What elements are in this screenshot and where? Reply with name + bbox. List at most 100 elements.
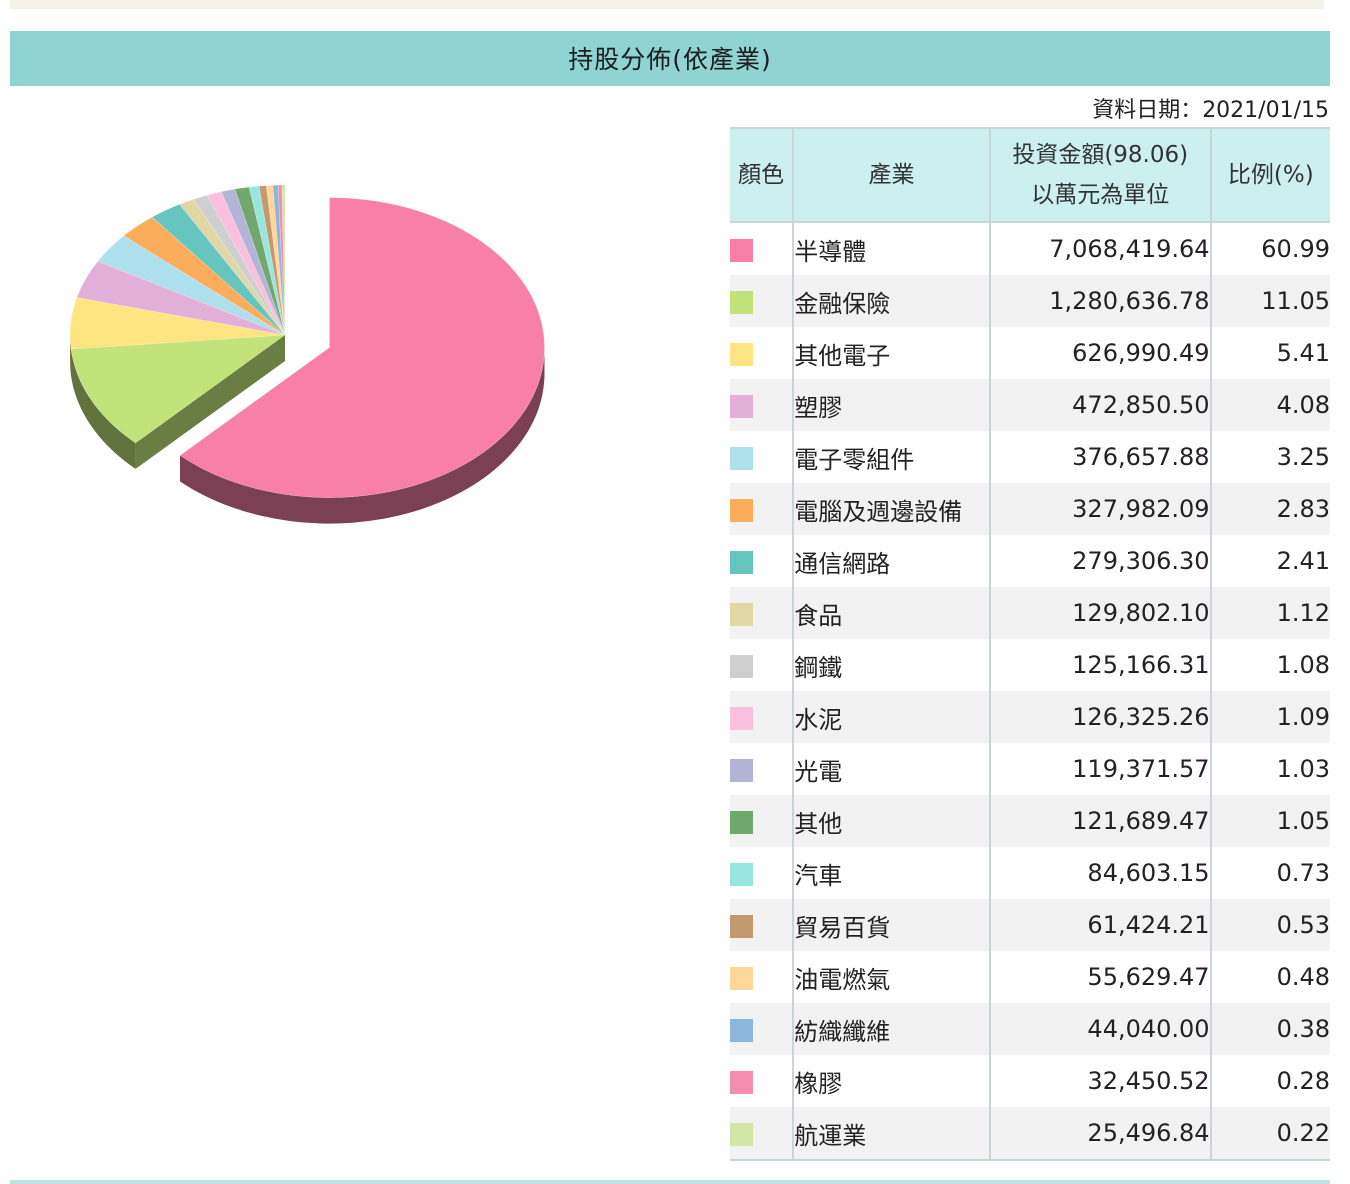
color-cell <box>730 795 794 847</box>
color-swatch <box>730 862 753 886</box>
color-swatch <box>730 290 753 314</box>
industry-name: 油電燃氣 <box>792 951 990 1003</box>
industry-name: 食品 <box>792 587 990 639</box>
table-row: 電腦及週邊設備 327,982.09 2.83 <box>730 483 1330 535</box>
percentage: 2.83 <box>1209 483 1330 535</box>
industry-name: 光電 <box>792 743 990 795</box>
industry-name: 其他電子 <box>792 327 990 379</box>
table-row: 航運業 25,496.84 0.22 <box>730 1107 1330 1161</box>
table-row: 通信網路 279,306.30 2.41 <box>730 535 1330 587</box>
table-row: 水泥 126,325.26 1.09 <box>730 691 1330 743</box>
header-amount-line2: 以萬元為單位 <box>1031 182 1170 208</box>
industry-name: 塑膠 <box>792 379 990 431</box>
industry-name: 橡膠 <box>792 1055 990 1107</box>
table-row: 鋼鐵 125,166.31 1.08 <box>730 639 1330 691</box>
pie-slice-塑膠 <box>76 260 286 336</box>
page-title: 持股分佈(依產業) <box>10 31 1330 86</box>
pie-slice-油電燃氣 <box>265 184 286 336</box>
pie-slice-side <box>70 349 136 469</box>
header-amount-line1: 投資金額(98.06) <box>1012 142 1189 168</box>
color-swatch <box>730 238 753 262</box>
color-swatch <box>730 810 753 834</box>
table-row: 光電 119,371.57 1.03 <box>730 743 1330 795</box>
percentage: 5.41 <box>1209 327 1330 379</box>
table-row: 其他 121,689.47 1.05 <box>730 795 1330 847</box>
pie-slice-橡膠 <box>277 184 286 336</box>
color-swatch <box>730 1018 753 1042</box>
percentage: 1.12 <box>1209 587 1330 639</box>
color-cell <box>730 222 793 275</box>
color-swatch <box>730 602 753 626</box>
investment-amount: 55,629.47 <box>988 951 1211 1003</box>
color-swatch <box>730 342 753 366</box>
investment-amount: 121,689.47 <box>988 795 1211 847</box>
industry-name: 通信網路 <box>792 535 990 587</box>
table-row: 金融保險 1,280,636.78 11.05 <box>730 275 1330 327</box>
investment-amount: 327,982.09 <box>988 483 1211 535</box>
percentage: 11.05 <box>1209 275 1330 327</box>
pie-slice-水泥 <box>206 191 286 336</box>
pie-slice-side <box>70 335 71 376</box>
table-header-row: 顏色 產業 投資金額(98.06) 以萬元為單位 比例(%) <box>730 127 1330 223</box>
industry-name: 電子零組件 <box>792 431 990 483</box>
color-cell <box>730 691 794 743</box>
color-swatch <box>730 654 753 678</box>
color-cell <box>730 379 794 431</box>
pie-slice-金融保險 <box>70 334 287 444</box>
investment-amount: 84,603.15 <box>988 847 1211 899</box>
industry-name: 半導體 <box>792 222 990 275</box>
color-cell <box>730 951 793 1003</box>
pie-slice-cut-face <box>135 335 285 469</box>
pie-slice-其他電子 <box>69 297 286 350</box>
investment-amount: 44,040.00 <box>988 1003 1211 1055</box>
color-swatch <box>730 966 753 990</box>
bottom-bar <box>10 1180 1330 1184</box>
industry-name: 水泥 <box>792 691 990 743</box>
pie-slice-汽車 <box>248 185 286 336</box>
pie-slice-電子零組件 <box>97 235 286 336</box>
table-row: 塑膠 472,850.50 4.08 <box>730 379 1330 431</box>
table-row: 其他電子 626,990.49 5.41 <box>730 327 1330 379</box>
table-row: 貿易百貨 61,424.21 0.53 <box>730 899 1330 951</box>
percentage: 1.03 <box>1209 743 1330 795</box>
percentage: 0.53 <box>1209 899 1330 951</box>
color-cell <box>730 743 793 795</box>
industry-pie-chart <box>69 184 545 524</box>
color-cell <box>730 535 793 587</box>
investment-amount: 125,166.31 <box>988 639 1211 691</box>
percentage: 4.08 <box>1209 379 1330 431</box>
color-cell <box>730 587 794 639</box>
industry-name: 汽車 <box>792 847 990 899</box>
investment-amount: 626,990.49 <box>988 327 1211 379</box>
industry-name: 電腦及週邊設備 <box>792 483 990 535</box>
color-swatch <box>730 706 753 730</box>
color-cell <box>730 327 793 379</box>
industry-name: 航運業 <box>792 1107 990 1161</box>
industry-name: 鋼鐵 <box>792 639 990 691</box>
investment-amount: 32,450.52 <box>988 1055 1211 1107</box>
header-industry: 產業 <box>792 127 990 223</box>
header-amount: 投資金額(98.06) 以萬元為單位 <box>988 127 1211 223</box>
pie-slice-side <box>180 347 545 524</box>
table-row: 電子零組件 376,657.88 3.25 <box>730 431 1330 483</box>
investment-amount: 376,657.88 <box>988 431 1211 483</box>
percentage: 1.08 <box>1209 639 1330 691</box>
investment-amount: 126,325.26 <box>988 691 1211 743</box>
table-row: 紡織纖維 44,040.00 0.38 <box>730 1003 1330 1055</box>
table-row: 食品 129,802.10 1.12 <box>730 587 1330 639</box>
pie-slice-鋼鐵 <box>192 194 286 336</box>
industry-name: 貿易百貨 <box>792 899 990 951</box>
percentage: 60.99 <box>1209 222 1330 275</box>
table-row: 橡膠 32,450.52 0.28 <box>730 1055 1330 1107</box>
percentage: 0.38 <box>1209 1003 1330 1055</box>
percentage: 0.22 <box>1209 1107 1330 1161</box>
header-color: 顏色 <box>730 127 794 223</box>
color-cell <box>730 899 794 951</box>
investment-amount: 1,280,636.78 <box>988 275 1211 327</box>
pie-slice-光電 <box>220 188 286 336</box>
pie-slice-電腦及週邊設備 <box>123 216 286 336</box>
pie-slice-航運業 <box>281 184 286 336</box>
color-swatch <box>730 1070 753 1094</box>
color-cell <box>730 639 793 691</box>
color-cell <box>730 1003 794 1055</box>
